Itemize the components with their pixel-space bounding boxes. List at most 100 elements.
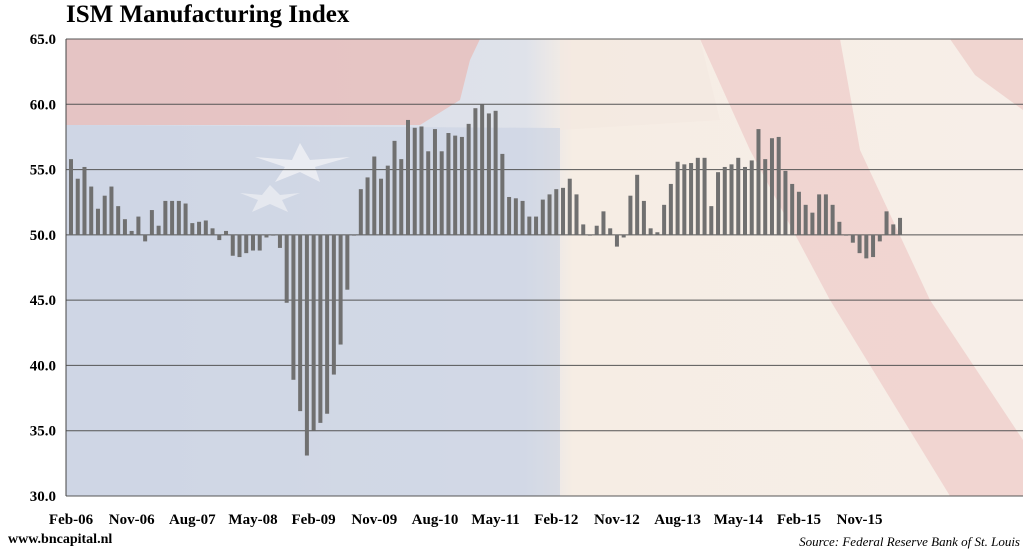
bar <box>702 157 707 235</box>
y-tick-label: 40.0 <box>30 358 56 374</box>
footer-website: www.bncapital.nl <box>8 532 113 547</box>
x-tick-label: Feb-15 <box>777 512 821 528</box>
flag-star <box>240 185 300 212</box>
bar <box>244 234 249 254</box>
bar <box>122 219 127 235</box>
bar <box>783 170 788 235</box>
y-tick-label: 65.0 <box>30 32 56 48</box>
x-tick-label: Feb-06 <box>49 512 94 528</box>
bar <box>385 165 390 235</box>
bar <box>513 198 518 235</box>
bar <box>561 187 566 235</box>
bar <box>82 166 87 235</box>
bar <box>358 189 363 235</box>
bar <box>143 234 148 242</box>
bar <box>480 104 485 235</box>
bar <box>291 234 296 380</box>
bar <box>527 216 532 235</box>
bar <box>170 200 175 235</box>
bar <box>190 223 195 235</box>
bar <box>507 196 512 235</box>
y-axis-ticks: 30.0 35.0 40.0 45.0 50.0 55.0 60.0 65.0 <box>30 32 56 505</box>
bar <box>149 210 154 235</box>
x-tick-label: Aug-07 <box>169 512 216 528</box>
flag-stripe <box>66 39 480 125</box>
bar <box>284 234 289 303</box>
bar <box>743 166 747 235</box>
bar <box>176 200 181 235</box>
bar <box>641 200 646 235</box>
bar <box>210 228 215 235</box>
bar <box>257 234 262 251</box>
bar <box>540 199 545 235</box>
bar <box>554 189 559 235</box>
bar <box>594 225 599 235</box>
bar <box>345 234 350 290</box>
bar <box>547 194 552 235</box>
bar <box>790 183 795 235</box>
bar <box>493 110 498 235</box>
bar <box>264 234 269 238</box>
bar <box>473 108 478 235</box>
x-tick-label: Aug-13 <box>654 512 701 528</box>
x-tick-label: May-14 <box>714 512 764 528</box>
bar <box>406 119 410 235</box>
bar <box>675 161 680 235</box>
bars <box>69 104 903 456</box>
bar <box>466 123 471 235</box>
bar <box>352 234 357 236</box>
bar <box>877 234 882 242</box>
bar <box>129 230 134 235</box>
x-tick-label: Nov-09 <box>351 512 397 528</box>
x-tick-label: Nov-06 <box>109 512 155 528</box>
bar <box>695 157 700 235</box>
bar <box>817 194 822 235</box>
bar <box>864 234 869 259</box>
flag-stripe <box>950 39 1023 110</box>
bar <box>277 234 282 248</box>
bar <box>587 234 592 236</box>
bar <box>655 232 660 235</box>
bar <box>69 159 73 235</box>
bar <box>621 234 626 238</box>
bar <box>230 234 235 256</box>
bar <box>95 208 100 235</box>
bar <box>459 136 464 235</box>
y-tick-label: 35.0 <box>30 424 56 440</box>
bar <box>311 234 316 431</box>
bar <box>116 206 121 235</box>
bar <box>729 164 734 235</box>
bar <box>109 186 114 235</box>
bar <box>776 136 781 235</box>
x-tick-label: Aug-10 <box>412 512 459 528</box>
bar <box>392 140 397 235</box>
bar <box>749 160 754 235</box>
bar <box>217 234 222 241</box>
bar <box>608 228 613 235</box>
bar <box>399 159 404 235</box>
bar <box>803 204 808 235</box>
x-tick-label: Nov-15 <box>837 512 883 528</box>
bar <box>426 151 431 235</box>
bar <box>304 234 309 456</box>
bar <box>763 159 768 235</box>
bar <box>756 129 761 235</box>
bar <box>871 234 876 258</box>
bar <box>837 221 842 235</box>
bar <box>635 174 640 235</box>
bar <box>574 194 579 235</box>
bar <box>736 157 741 235</box>
bar <box>163 200 168 235</box>
x-axis-ticks: Feb-06 Nov-06 Aug-07 May-08 Feb-09 Nov-09 Aug-… <box>49 512 883 528</box>
bar <box>520 200 525 235</box>
bar <box>830 204 835 235</box>
bar <box>224 230 229 235</box>
bar <box>298 234 303 412</box>
flag-star <box>255 143 350 182</box>
footer-source: Source: Federal Reserve Bank of St. Loui… <box>799 534 1020 549</box>
bar <box>331 234 336 375</box>
bar <box>432 129 437 235</box>
bar <box>709 206 714 235</box>
bar <box>500 153 505 235</box>
